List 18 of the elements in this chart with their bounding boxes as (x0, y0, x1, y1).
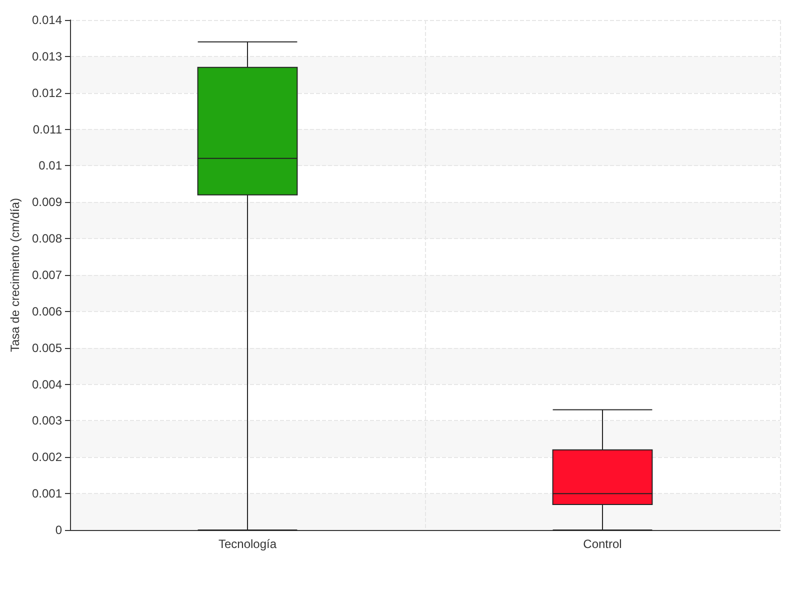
x-tick-label: Control (583, 537, 622, 551)
y-tick-label: 0.013 (32, 49, 62, 64)
y-tick-label: 0.011 (32, 122, 62, 136)
y-tick-label: 0.002 (32, 450, 62, 464)
y-tick-label: 0 (55, 523, 62, 537)
y-axis-title: Tasa de crecimiento (cm/día) (8, 198, 22, 352)
y-tick-label: 0.014 (32, 13, 62, 27)
y-tick-label: 0.009 (32, 195, 62, 210)
y-tick-label: 0.01 (38, 158, 62, 173)
x-tick-label: Tecnología (218, 537, 277, 551)
y-tick-label: 0.003 (32, 414, 62, 428)
y-tick-label: 0.012 (32, 86, 62, 100)
y-tick-label: 0.008 (32, 232, 62, 246)
y-tick-label: 0.006 (32, 304, 62, 318)
y-tick-label: 0.007 (32, 268, 62, 282)
y-tick-label: 0.001 (32, 486, 62, 501)
y-tick-label: 0.004 (32, 377, 62, 392)
y-tick-label: 0.005 (32, 340, 62, 355)
